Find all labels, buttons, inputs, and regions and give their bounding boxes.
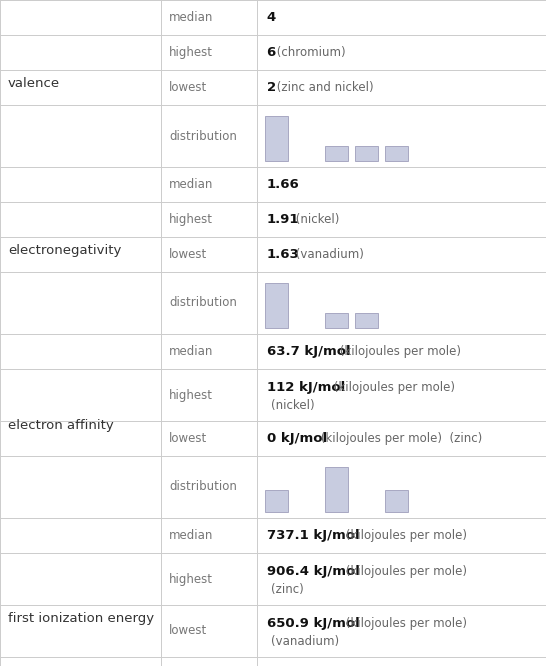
Text: (nickel): (nickel): [292, 213, 339, 226]
Text: (zinc): (zinc): [271, 583, 304, 596]
Text: lowest: lowest: [169, 625, 207, 637]
Text: (kilojoules per mole): (kilojoules per mole): [336, 345, 461, 358]
Text: median: median: [169, 345, 213, 358]
Text: (kilojoules per mole): (kilojoules per mole): [330, 381, 455, 394]
Text: first ionization energy: first ionization energy: [8, 612, 154, 625]
Bar: [325, 146, 348, 161]
Bar: [265, 490, 288, 512]
Text: 906.4 kJ/mol: 906.4 kJ/mol: [266, 565, 359, 577]
Text: lowest: lowest: [169, 432, 207, 445]
Bar: [325, 468, 348, 512]
Text: 63.7 kJ/mol: 63.7 kJ/mol: [266, 345, 350, 358]
Text: (kilojoules per mole): (kilojoules per mole): [342, 529, 467, 542]
Text: distribution: distribution: [169, 129, 237, 143]
Bar: [265, 117, 288, 161]
Text: median: median: [169, 178, 213, 191]
Text: electron affinity: electron affinity: [8, 420, 114, 432]
Text: (chromium): (chromium): [273, 46, 346, 59]
Text: electronegativity: electronegativity: [8, 244, 121, 257]
Text: 650.9 kJ/mol: 650.9 kJ/mol: [266, 617, 359, 629]
Text: (kilojoules per mole): (kilojoules per mole): [342, 565, 467, 577]
Text: highest: highest: [169, 573, 213, 585]
Text: 2: 2: [266, 81, 276, 94]
Text: (nickel): (nickel): [271, 399, 314, 412]
Text: 6: 6: [266, 46, 276, 59]
Bar: [355, 146, 378, 161]
Text: (kilojoules per mole)  (zinc): (kilojoules per mole) (zinc): [317, 432, 482, 445]
Text: highest: highest: [169, 388, 213, 402]
Text: distribution: distribution: [169, 296, 237, 310]
Text: lowest: lowest: [169, 81, 207, 94]
Text: 112 kJ/mol: 112 kJ/mol: [266, 381, 345, 394]
Bar: [325, 313, 348, 328]
Text: (kilojoules per mole): (kilojoules per mole): [342, 617, 467, 629]
Text: (vanadium): (vanadium): [292, 248, 364, 261]
Text: median: median: [169, 11, 213, 24]
Text: 737.1 kJ/mol: 737.1 kJ/mol: [266, 529, 359, 542]
Text: lowest: lowest: [169, 248, 207, 261]
Text: distribution: distribution: [169, 480, 237, 494]
Bar: [385, 146, 408, 161]
Text: 0 kJ/mol: 0 kJ/mol: [266, 432, 327, 445]
Bar: [385, 490, 408, 512]
Text: valence: valence: [8, 77, 60, 90]
Bar: [265, 283, 288, 328]
Bar: [355, 313, 378, 328]
Text: 1.66: 1.66: [266, 178, 299, 191]
Text: highest: highest: [169, 46, 213, 59]
Text: highest: highest: [169, 213, 213, 226]
Text: 1.91: 1.91: [266, 213, 299, 226]
Text: (vanadium): (vanadium): [271, 635, 339, 648]
Text: 4: 4: [266, 11, 276, 24]
Text: 1.63: 1.63: [266, 248, 299, 261]
Text: median: median: [169, 529, 213, 542]
Text: (zinc and nickel): (zinc and nickel): [273, 81, 373, 94]
